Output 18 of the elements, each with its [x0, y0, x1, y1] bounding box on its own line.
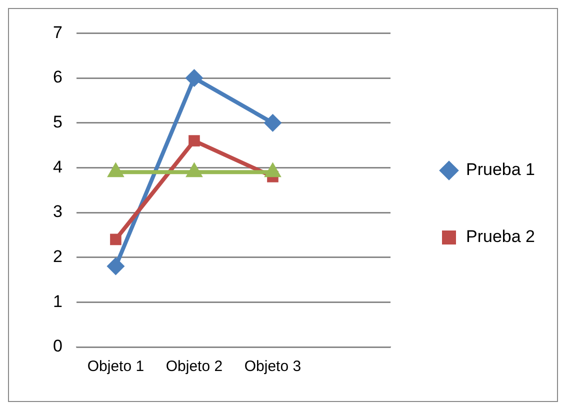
- point: [185, 69, 204, 88]
- point: [106, 257, 125, 276]
- legend-label: Prueba 2: [466, 227, 536, 246]
- point: [110, 234, 122, 246]
- y-tick-label: 5: [52, 112, 62, 132]
- legend-label: Prueba 1: [466, 160, 536, 180]
- x-tick-label: Objeto 2: [166, 358, 223, 376]
- point: [264, 114, 282, 132]
- y-tick-label: 1: [52, 292, 62, 311]
- y-tick-label: 0: [52, 336, 62, 356]
- point: [188, 135, 200, 146]
- y-tick-label: 7: [52, 22, 62, 42]
- x-tick-label: Objeto 3: [244, 358, 302, 376]
- y-tick-label: 4: [52, 157, 62, 176]
- y-tick-label: 3: [52, 202, 62, 222]
- y-tick-label: 6: [52, 68, 62, 87]
- y-tick-label: 2: [52, 247, 62, 266]
- x-tick-label: Objeto 1: [87, 358, 144, 376]
